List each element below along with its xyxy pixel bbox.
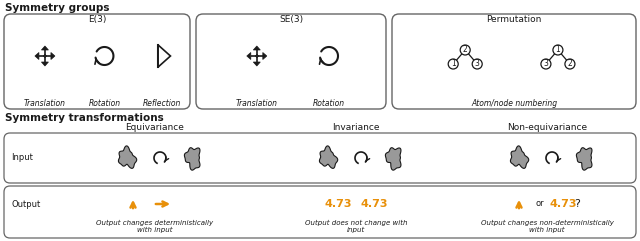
- Text: Input: Input: [11, 154, 33, 162]
- Polygon shape: [184, 148, 200, 170]
- FancyBboxPatch shape: [4, 186, 636, 238]
- Text: E(3): E(3): [88, 15, 106, 24]
- Polygon shape: [247, 53, 251, 60]
- Text: Output changes deterministically: Output changes deterministically: [97, 220, 214, 226]
- FancyBboxPatch shape: [196, 14, 386, 109]
- Polygon shape: [42, 62, 49, 66]
- Text: Rotation: Rotation: [88, 99, 120, 108]
- Polygon shape: [263, 53, 267, 60]
- Text: Output changes non-deterministically: Output changes non-deterministically: [481, 220, 613, 226]
- Text: Symmetry groups: Symmetry groups: [5, 3, 109, 13]
- Polygon shape: [319, 146, 338, 168]
- Text: 4.73: 4.73: [324, 199, 352, 209]
- Circle shape: [472, 59, 482, 69]
- Polygon shape: [385, 148, 401, 170]
- Text: with input: with input: [137, 227, 173, 233]
- Text: Reflection: Reflection: [143, 99, 181, 108]
- Text: Invariance: Invariance: [332, 123, 380, 132]
- Text: 3: 3: [543, 60, 548, 68]
- Text: ?: ?: [574, 199, 580, 209]
- Polygon shape: [577, 148, 592, 170]
- Text: 1: 1: [556, 46, 560, 54]
- Circle shape: [553, 45, 563, 55]
- Text: with input: with input: [529, 227, 564, 233]
- Text: Symmetry transformations: Symmetry transformations: [5, 113, 164, 123]
- Text: or: or: [535, 200, 543, 208]
- Text: Equivariance: Equivariance: [125, 123, 184, 132]
- Polygon shape: [118, 146, 137, 168]
- Text: 4.73: 4.73: [360, 199, 388, 209]
- FancyBboxPatch shape: [4, 14, 190, 109]
- Text: 1: 1: [451, 60, 456, 68]
- Circle shape: [541, 59, 551, 69]
- Text: 4.73: 4.73: [550, 199, 577, 209]
- Polygon shape: [511, 146, 529, 168]
- Text: Non-equivariance: Non-equivariance: [507, 123, 587, 132]
- Text: Permutation: Permutation: [486, 15, 541, 24]
- Polygon shape: [158, 45, 170, 67]
- Text: SE(3): SE(3): [279, 15, 303, 24]
- Text: Rotation: Rotation: [313, 99, 345, 108]
- Polygon shape: [42, 46, 49, 50]
- Polygon shape: [51, 53, 55, 60]
- Text: input: input: [347, 227, 365, 233]
- Circle shape: [448, 59, 458, 69]
- Text: 3: 3: [475, 60, 479, 68]
- Polygon shape: [253, 62, 260, 66]
- Text: Output: Output: [11, 200, 40, 209]
- Text: Translation: Translation: [236, 99, 278, 108]
- Text: Translation: Translation: [24, 99, 66, 108]
- Polygon shape: [253, 46, 260, 50]
- FancyBboxPatch shape: [4, 133, 636, 183]
- Polygon shape: [35, 53, 39, 60]
- Text: Output does not change with: Output does not change with: [305, 220, 407, 226]
- Text: 2: 2: [463, 46, 468, 54]
- FancyBboxPatch shape: [392, 14, 636, 109]
- Text: 2: 2: [568, 60, 572, 68]
- Text: Atom/node numbering: Atom/node numbering: [471, 99, 557, 108]
- Circle shape: [565, 59, 575, 69]
- Circle shape: [460, 45, 470, 55]
